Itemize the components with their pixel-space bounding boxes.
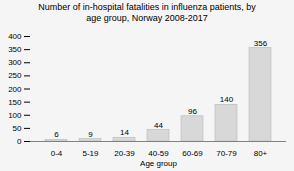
- svg-text:140: 140: [220, 95, 234, 104]
- svg-text:40-59: 40-59: [148, 149, 169, 158]
- html-text:Number of in-hospital fataliti: Number of in-hospital fatalities in infl…: [38, 2, 256, 23]
- svg-text:200: 200: [8, 85, 22, 94]
- svg-text:Age group: Age group: [140, 159, 177, 168]
- svg-text:356: 356: [254, 39, 268, 48]
- svg-text:60-69: 60-69: [182, 149, 203, 158]
- svg-text:350: 350: [8, 45, 22, 54]
- svg-text:0-4: 0-4: [51, 149, 63, 158]
- svg-text:20-39: 20-39: [114, 149, 135, 158]
- svg-text:6: 6: [54, 130, 59, 139]
- svg-text:300: 300: [8, 58, 22, 67]
- svg-text:100: 100: [8, 111, 22, 120]
- svg-text:80+: 80+: [254, 149, 268, 158]
- svg-text:70-79: 70-79: [216, 149, 237, 158]
- svg-text:44: 44: [154, 121, 163, 130]
- svg-text:0: 0: [17, 137, 22, 146]
- svg-text:9: 9: [88, 130, 93, 139]
- svg-text:5-19: 5-19: [82, 149, 99, 158]
- svg-text:400: 400: [8, 32, 22, 41]
- svg-text:150: 150: [8, 98, 22, 107]
- svg-text:50: 50: [13, 124, 22, 133]
- svg-text:96: 96: [188, 107, 197, 116]
- svg-text:14: 14: [120, 128, 129, 137]
- svg-text:250: 250: [8, 71, 22, 80]
